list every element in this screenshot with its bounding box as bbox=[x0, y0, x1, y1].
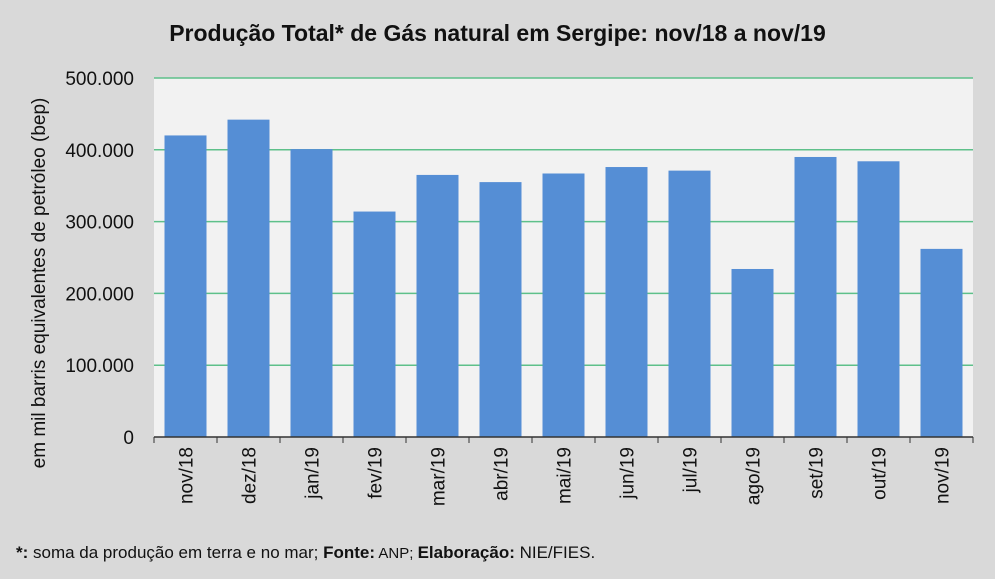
bar-jun-19 bbox=[605, 167, 648, 438]
bar-jul-19 bbox=[668, 170, 711, 437]
y-tick-label: 0 bbox=[123, 428, 134, 449]
bar-out-19 bbox=[857, 161, 900, 437]
footnote-marker: *: bbox=[16, 543, 29, 562]
y-tick-label: 400.000 bbox=[65, 141, 134, 162]
bar-dez-18 bbox=[227, 119, 270, 438]
x-tick-label: nov/19 bbox=[933, 447, 954, 504]
y-tick-label: 100.000 bbox=[65, 356, 134, 377]
x-tick-label: mar/19 bbox=[429, 447, 450, 506]
bar-set-19 bbox=[794, 156, 837, 438]
chart-title: Produção Total* de Gás natural em Sergip… bbox=[169, 20, 826, 46]
x-tick-label: ago/19 bbox=[744, 447, 765, 505]
bar-mar-19 bbox=[416, 174, 459, 437]
elaboration-label: Elaboração: bbox=[417, 543, 515, 562]
bar-nov-19 bbox=[920, 248, 963, 437]
bar-mai-19 bbox=[542, 173, 585, 437]
x-tick-label: jan/19 bbox=[303, 447, 324, 500]
source-value: ANP; bbox=[375, 545, 418, 562]
bar-abr-19 bbox=[479, 182, 522, 437]
x-tick-label: jun/19 bbox=[618, 447, 639, 500]
y-tick-label: 300.000 bbox=[65, 213, 134, 234]
x-tick-label: fev/19 bbox=[366, 447, 387, 499]
bar-jan-19 bbox=[290, 149, 333, 437]
x-tick-label: jul/19 bbox=[681, 447, 702, 493]
x-tick-label: mai/19 bbox=[555, 447, 576, 504]
source-label: Fonte: bbox=[323, 543, 376, 562]
bar-fev-19 bbox=[353, 211, 396, 437]
bar-nov-18 bbox=[164, 135, 207, 437]
bar-ago-19 bbox=[731, 268, 774, 437]
x-tick-label: abr/19 bbox=[492, 447, 513, 501]
y-tick-label: 200.000 bbox=[65, 284, 134, 305]
footnote-text: soma da produção em terra e no mar; bbox=[28, 543, 324, 562]
x-tick-label: nov/18 bbox=[177, 447, 198, 504]
x-tick-label: set/19 bbox=[807, 447, 828, 499]
x-tick-label: dez/18 bbox=[240, 447, 261, 504]
elaboration-value: NIE/FIES. bbox=[514, 543, 596, 562]
x-tick-label: out/19 bbox=[870, 447, 891, 500]
footnote: *: soma da produção em terra e no mar; F… bbox=[16, 543, 595, 563]
y-tick-label: 500.000 bbox=[65, 69, 134, 90]
